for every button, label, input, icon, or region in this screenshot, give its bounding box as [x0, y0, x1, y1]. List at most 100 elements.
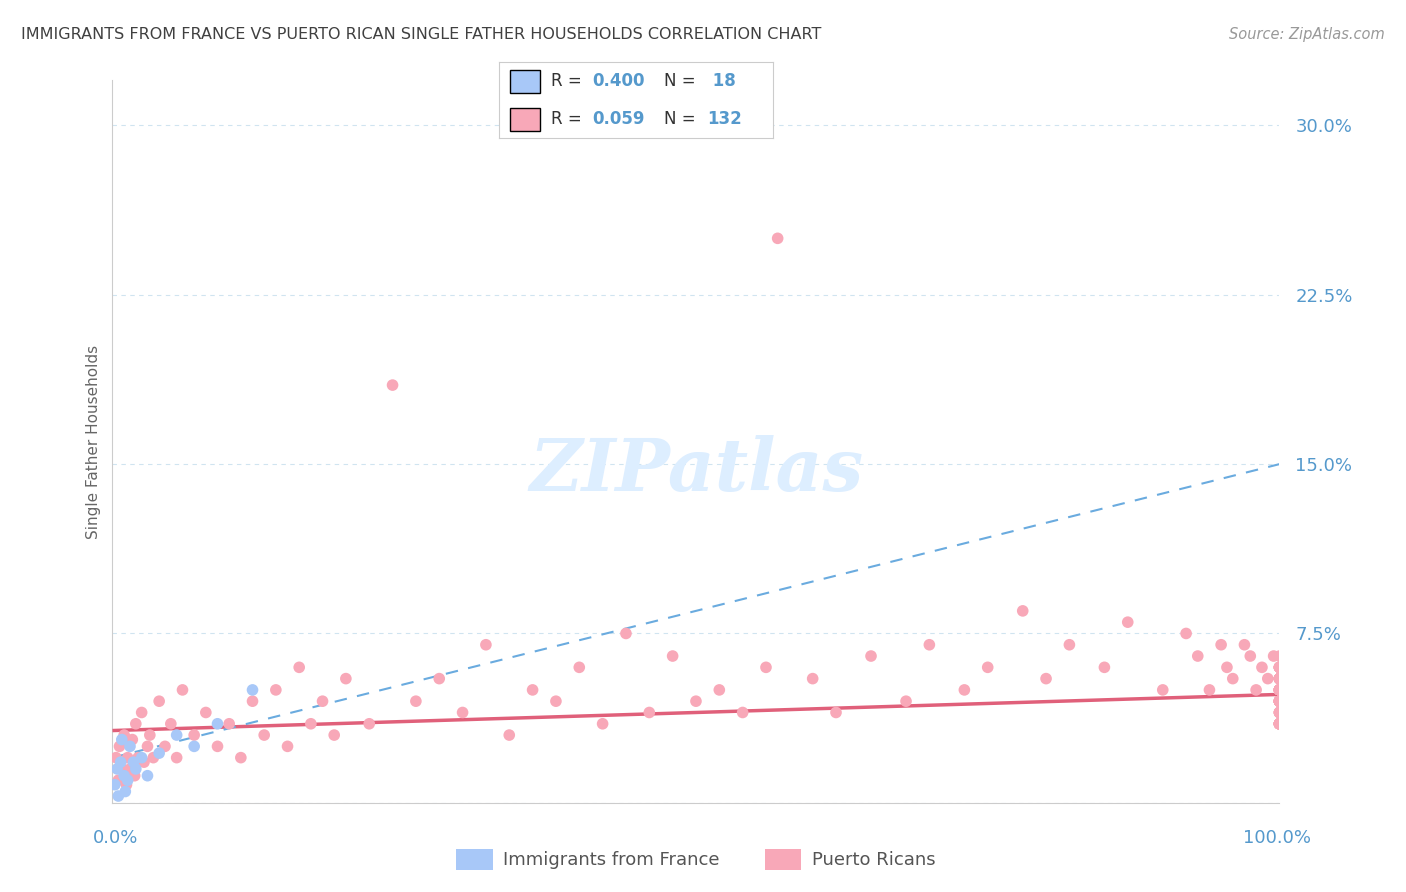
Text: 0.0%: 0.0%: [93, 829, 138, 847]
Text: IMMIGRANTS FROM FRANCE VS PUERTO RICAN SINGLE FATHER HOUSEHOLDS CORRELATION CHAR: IMMIGRANTS FROM FRANCE VS PUERTO RICAN S…: [21, 27, 821, 42]
Text: 100.0%: 100.0%: [1243, 829, 1310, 847]
Point: [1251, 660, 1274, 674]
Point: [242, 682, 264, 697]
Point: [104, 750, 127, 764]
Point: [253, 728, 276, 742]
Point: [1268, 706, 1291, 720]
Point: [1268, 682, 1291, 697]
Point: [1268, 694, 1291, 708]
Point: [112, 728, 135, 742]
Point: [166, 728, 188, 742]
Point: [118, 739, 141, 754]
Point: [1268, 660, 1291, 674]
Point: [153, 739, 176, 754]
Point: [1268, 694, 1291, 708]
Point: [381, 378, 404, 392]
Text: R =: R =: [551, 111, 588, 128]
Point: [207, 716, 229, 731]
Point: [1268, 682, 1291, 697]
Point: [1268, 716, 1291, 731]
Point: [160, 716, 183, 731]
Point: [114, 784, 136, 798]
Point: [117, 750, 139, 764]
Point: [1268, 694, 1291, 708]
Point: [276, 739, 298, 754]
Point: [1222, 672, 1244, 686]
Point: [1268, 716, 1291, 731]
Point: [118, 762, 141, 776]
Point: [139, 728, 162, 742]
Point: [1268, 682, 1291, 697]
Point: [1268, 660, 1291, 674]
Point: [127, 750, 149, 764]
Point: [132, 755, 155, 769]
Point: [1268, 694, 1291, 708]
Point: [1216, 660, 1239, 674]
Point: [172, 682, 194, 697]
Point: [104, 778, 127, 792]
Text: N =: N =: [664, 72, 700, 90]
Point: [131, 750, 153, 764]
Point: [288, 660, 311, 674]
Point: [766, 231, 789, 245]
Point: [115, 778, 138, 792]
Point: [1257, 672, 1279, 686]
Point: [108, 739, 131, 754]
Point: [709, 682, 731, 697]
Point: [105, 762, 128, 776]
Point: [1268, 682, 1291, 697]
Point: [1239, 648, 1261, 663]
Point: [976, 660, 998, 674]
Text: ZIPatlas: ZIPatlas: [529, 435, 863, 506]
Point: [1268, 672, 1291, 686]
Point: [1268, 694, 1291, 708]
Point: [731, 706, 754, 720]
Point: [218, 716, 240, 731]
Point: [183, 728, 205, 742]
Point: [323, 728, 346, 742]
Text: 0.400: 0.400: [592, 72, 645, 90]
Point: [1268, 672, 1291, 686]
Point: [1268, 716, 1291, 731]
Point: [107, 773, 129, 788]
Text: 0.059: 0.059: [592, 111, 645, 128]
Point: [1268, 694, 1291, 708]
Point: [1268, 672, 1291, 686]
Text: R =: R =: [551, 72, 588, 90]
FancyBboxPatch shape: [510, 108, 540, 130]
Point: [112, 769, 135, 783]
FancyBboxPatch shape: [510, 70, 540, 93]
Point: [1268, 672, 1291, 686]
Point: [1268, 694, 1291, 708]
Point: [1268, 682, 1291, 697]
Point: [427, 672, 450, 686]
Point: [1268, 716, 1291, 731]
Point: [801, 672, 824, 686]
Point: [894, 694, 917, 708]
Point: [335, 672, 357, 686]
Text: Source: ZipAtlas.com: Source: ZipAtlas.com: [1229, 27, 1385, 42]
Point: [111, 732, 134, 747]
Point: [136, 739, 159, 754]
Point: [125, 762, 148, 776]
Point: [498, 728, 520, 742]
Point: [1268, 682, 1291, 697]
Point: [1011, 604, 1033, 618]
Point: [1268, 716, 1291, 731]
Point: [638, 706, 661, 720]
Point: [1152, 682, 1174, 697]
Point: [475, 638, 498, 652]
Point: [1268, 716, 1291, 731]
Point: [1268, 694, 1291, 708]
Point: [1268, 672, 1291, 686]
Point: [522, 682, 544, 697]
Point: [111, 762, 134, 776]
Point: [825, 706, 848, 720]
Point: [1268, 682, 1291, 697]
Point: [1268, 694, 1291, 708]
Point: [1268, 660, 1291, 674]
Point: [1268, 716, 1291, 731]
Point: [1268, 672, 1291, 686]
Point: [124, 769, 146, 783]
Point: [207, 739, 229, 754]
